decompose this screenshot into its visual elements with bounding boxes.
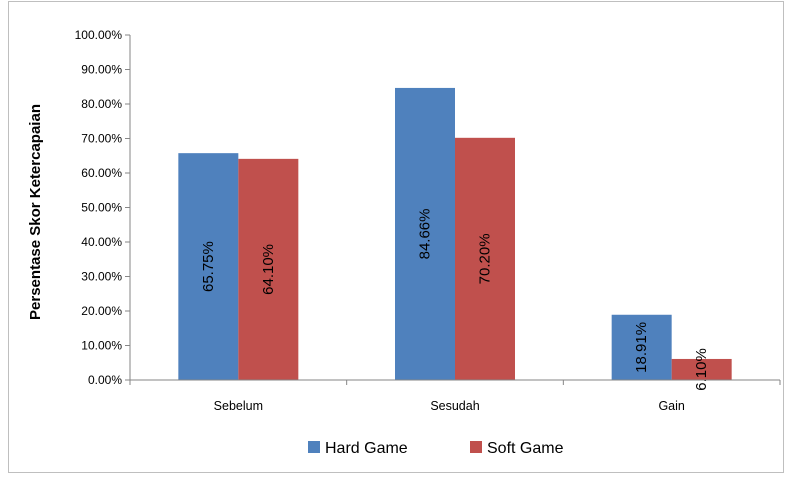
legend-label: Hard Game bbox=[325, 440, 408, 457]
bar-hard-game-sebelum bbox=[178, 153, 239, 380]
bar-hard-game-sesudah bbox=[395, 87, 455, 380]
legend-swatch bbox=[308, 441, 320, 453]
y-tick-label: 50.00% bbox=[81, 201, 122, 215]
x-category-label: Sesudah bbox=[430, 399, 479, 413]
y-axis-title: Persentase Skor Ketercapaian bbox=[27, 104, 44, 320]
legend-label: Soft Game bbox=[487, 440, 564, 457]
data-label: 18.91% bbox=[633, 322, 650, 373]
data-label: 70.20% bbox=[477, 233, 494, 284]
bar-soft-game-sebelum bbox=[238, 158, 299, 380]
y-tick-label: 70.00% bbox=[81, 132, 122, 146]
bar-hard-game-gain bbox=[611, 314, 672, 380]
data-label: 84.66% bbox=[417, 209, 434, 260]
bar-soft-game-sesudah bbox=[455, 137, 515, 380]
y-tick-label: 90.00% bbox=[81, 63, 122, 77]
y-tick-label: 0.00% bbox=[88, 373, 122, 387]
x-category-label: Gain bbox=[658, 399, 684, 413]
y-tick-label: 60.00% bbox=[81, 166, 122, 180]
y-tick-label: 80.00% bbox=[81, 97, 122, 111]
y-tick-label: 30.00% bbox=[81, 270, 122, 284]
x-category-label: Sebelum bbox=[214, 399, 263, 413]
y-tick-label: 100.00% bbox=[75, 28, 123, 42]
bar-soft-game-gain bbox=[671, 358, 732, 380]
y-tick-label: 10.00% bbox=[81, 339, 122, 353]
legend-swatch bbox=[470, 441, 482, 453]
data-label: 6.10% bbox=[693, 348, 710, 391]
data-label: 65.75% bbox=[200, 241, 217, 292]
y-tick-label: 20.00% bbox=[81, 304, 122, 318]
y-tick-label: 40.00% bbox=[81, 235, 122, 249]
data-label: 64.10% bbox=[260, 244, 277, 295]
